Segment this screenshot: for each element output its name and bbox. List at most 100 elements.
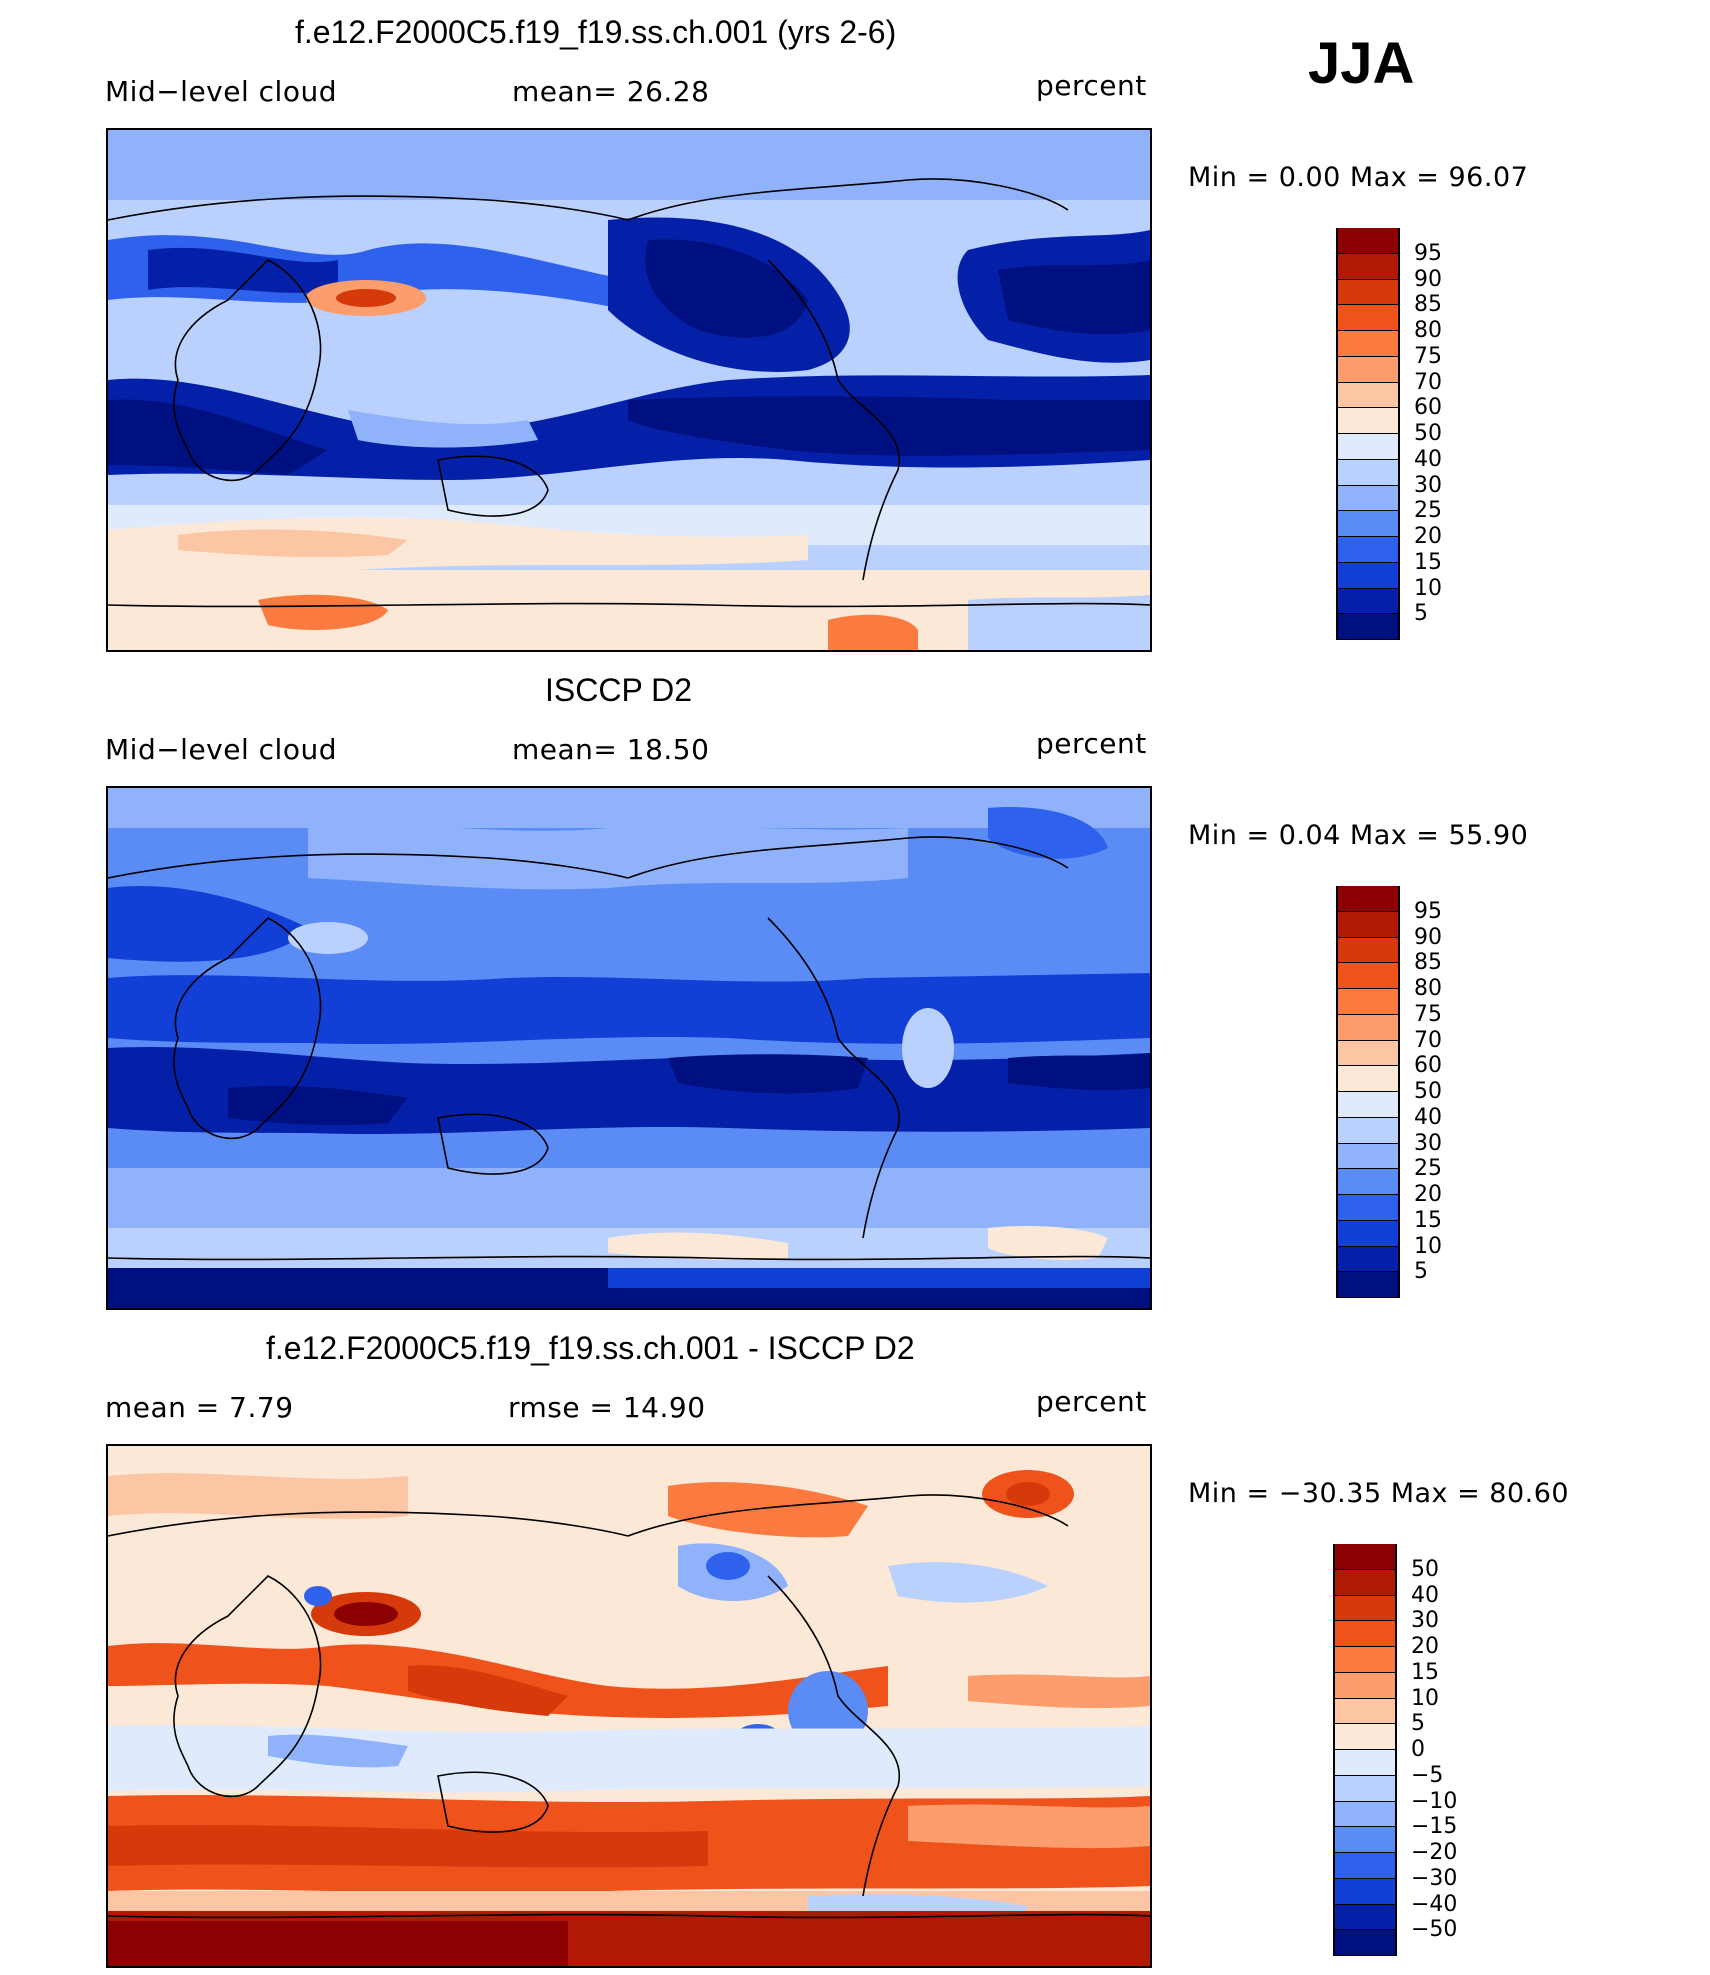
colorbar-tick-label: 70: [1414, 1027, 1442, 1053]
panel-1-map-field: [108, 130, 1150, 650]
panel-3-map: [106, 1444, 1152, 1968]
colorbar-swatch: [1335, 1801, 1395, 1828]
colorbar-swatch: [1338, 1220, 1398, 1247]
colorbar-swatch: [1338, 1272, 1398, 1298]
colorbar-tick-label: 0: [1411, 1737, 1425, 1762]
colorbar-tick-label: 95: [1414, 240, 1442, 266]
panel-1-colorbar: [1336, 228, 1400, 640]
panel-2-map-field: [108, 788, 1150, 1308]
colorbar-swatch: [1338, 1143, 1398, 1170]
colorbar-tick-label: 15: [1411, 1659, 1439, 1685]
colorbar-tick-label: 50: [1411, 1556, 1439, 1582]
colorbar-tick-label: 5: [1414, 601, 1428, 627]
colorbar-swatch: [1335, 1569, 1395, 1596]
panel-3-map-field: [108, 1446, 1150, 1966]
colorbar-tick-label: 50: [1414, 421, 1442, 446]
colorbar-swatch: [1338, 1117, 1398, 1144]
colorbar-swatch: [1338, 253, 1398, 280]
panel-3-colorbar: [1333, 1544, 1397, 1956]
colorbar-tick-label: 30: [1414, 1130, 1442, 1156]
panel-3-rmse-label: rmse = 14.90: [508, 1391, 706, 1424]
panel-1-variable-label: Mid−level cloud: [105, 75, 337, 108]
panel-2-units-label: percent: [1036, 727, 1147, 760]
colorbar-tick-label: 40: [1414, 446, 1442, 472]
colorbar-swatch: [1338, 228, 1398, 254]
panel-2-mean-label: mean= 18.50: [512, 733, 710, 766]
colorbar-tick-label: 15: [1414, 549, 1442, 575]
colorbar-tick-label: −50: [1411, 1917, 1458, 1943]
colorbar-tick-label: 40: [1414, 1104, 1442, 1130]
colorbar-tick-label: 20: [1414, 1182, 1442, 1207]
colorbar-tick-label: −30: [1411, 1865, 1458, 1891]
colorbar-swatch: [1338, 937, 1398, 964]
colorbar-tick-label: 30: [1411, 1608, 1439, 1634]
colorbar-swatch: [1338, 1195, 1398, 1221]
colorbar-tick-label: 95: [1414, 898, 1442, 924]
colorbar-swatch: [1338, 1169, 1398, 1195]
panel-1-units-label: percent: [1036, 69, 1147, 102]
colorbar-tick-label: 10: [1414, 575, 1442, 601]
colorbar-swatch: [1338, 485, 1398, 512]
panel-3-minmax: Min = −30.35 Max = 80.60: [1188, 1478, 1570, 1509]
colorbar-swatch: [1338, 331, 1398, 357]
colorbar-swatch: [1338, 279, 1398, 306]
colorbar-swatch: [1335, 1672, 1395, 1699]
colorbar-swatch: [1338, 911, 1398, 938]
colorbar-tick-label: −15: [1411, 1814, 1458, 1840]
colorbar-swatch: [1335, 1775, 1395, 1802]
panel-2-title: ISCCP D2: [545, 672, 693, 708]
colorbar-tick-label: 20: [1411, 1634, 1439, 1659]
panel-1-title: f.e12.F2000C5.f19_f19.ss.ch.001 (yrs 2-6…: [295, 14, 897, 50]
colorbar-tick-label: 5: [1414, 1259, 1428, 1285]
panel-2-colorbar: [1336, 886, 1400, 1298]
colorbar-swatch: [1338, 459, 1398, 486]
colorbar-swatch: [1338, 963, 1398, 989]
colorbar-tick-label: 80: [1414, 318, 1442, 343]
colorbar-tick-label: −40: [1411, 1891, 1458, 1917]
colorbar-tick-label: 80: [1414, 976, 1442, 1001]
colorbar-swatch: [1335, 1595, 1395, 1622]
panel-3-mean-label: mean = 7.79: [105, 1391, 294, 1424]
colorbar-swatch: [1338, 886, 1398, 912]
colorbar-tick-label: 90: [1414, 266, 1442, 292]
colorbar-tick-label: 75: [1414, 343, 1442, 369]
panel-2-map: [106, 786, 1152, 1310]
colorbar-tick-label: 60: [1414, 1053, 1442, 1079]
colorbar-swatch: [1335, 1750, 1395, 1776]
colorbar-tick-label: 85: [1414, 292, 1442, 318]
panel-3-units-label: percent: [1036, 1385, 1147, 1418]
colorbar-swatch: [1338, 434, 1398, 460]
panel-2-minmax: Min = 0.04 Max = 55.90: [1188, 820, 1529, 851]
colorbar-tick-label: 20: [1414, 524, 1442, 549]
colorbar-swatch: [1338, 511, 1398, 537]
colorbar-tick-label: 15: [1414, 1207, 1442, 1233]
colorbar-swatch: [1338, 537, 1398, 563]
colorbar-tick-label: 60: [1414, 395, 1442, 421]
colorbar-tick-label: −10: [1411, 1788, 1458, 1814]
colorbar-tick-label: 75: [1414, 1001, 1442, 1027]
colorbar-tick-label: 5: [1411, 1711, 1425, 1737]
colorbar-swatch: [1338, 356, 1398, 383]
panel-1-minmax: Min = 0.00 Max = 96.07: [1188, 162, 1529, 193]
colorbar-tick-label: 25: [1414, 498, 1442, 524]
colorbar-swatch: [1335, 1904, 1395, 1931]
colorbar-tick-label: −5: [1411, 1762, 1444, 1788]
colorbar-swatch: [1338, 1014, 1398, 1041]
colorbar-tick-label: 10: [1411, 1685, 1439, 1711]
colorbar-swatch: [1338, 1066, 1398, 1092]
colorbar-swatch: [1335, 1698, 1395, 1725]
colorbar-swatch: [1335, 1621, 1395, 1647]
season-label: JJA: [1308, 31, 1415, 96]
colorbar-tick-label: 50: [1414, 1079, 1442, 1104]
colorbar-swatch: [1335, 1647, 1395, 1673]
colorbar-tick-label: 40: [1411, 1582, 1439, 1608]
colorbar-swatch: [1338, 588, 1398, 615]
colorbar-swatch: [1335, 1930, 1395, 1956]
colorbar-swatch: [1338, 1246, 1398, 1273]
colorbar-swatch: [1338, 408, 1398, 434]
colorbar-tick-label: 70: [1414, 369, 1442, 395]
colorbar-swatch: [1338, 1092, 1398, 1118]
colorbar-swatch: [1338, 305, 1398, 331]
colorbar-tick-label: 25: [1414, 1156, 1442, 1182]
colorbar-swatch: [1338, 382, 1398, 409]
